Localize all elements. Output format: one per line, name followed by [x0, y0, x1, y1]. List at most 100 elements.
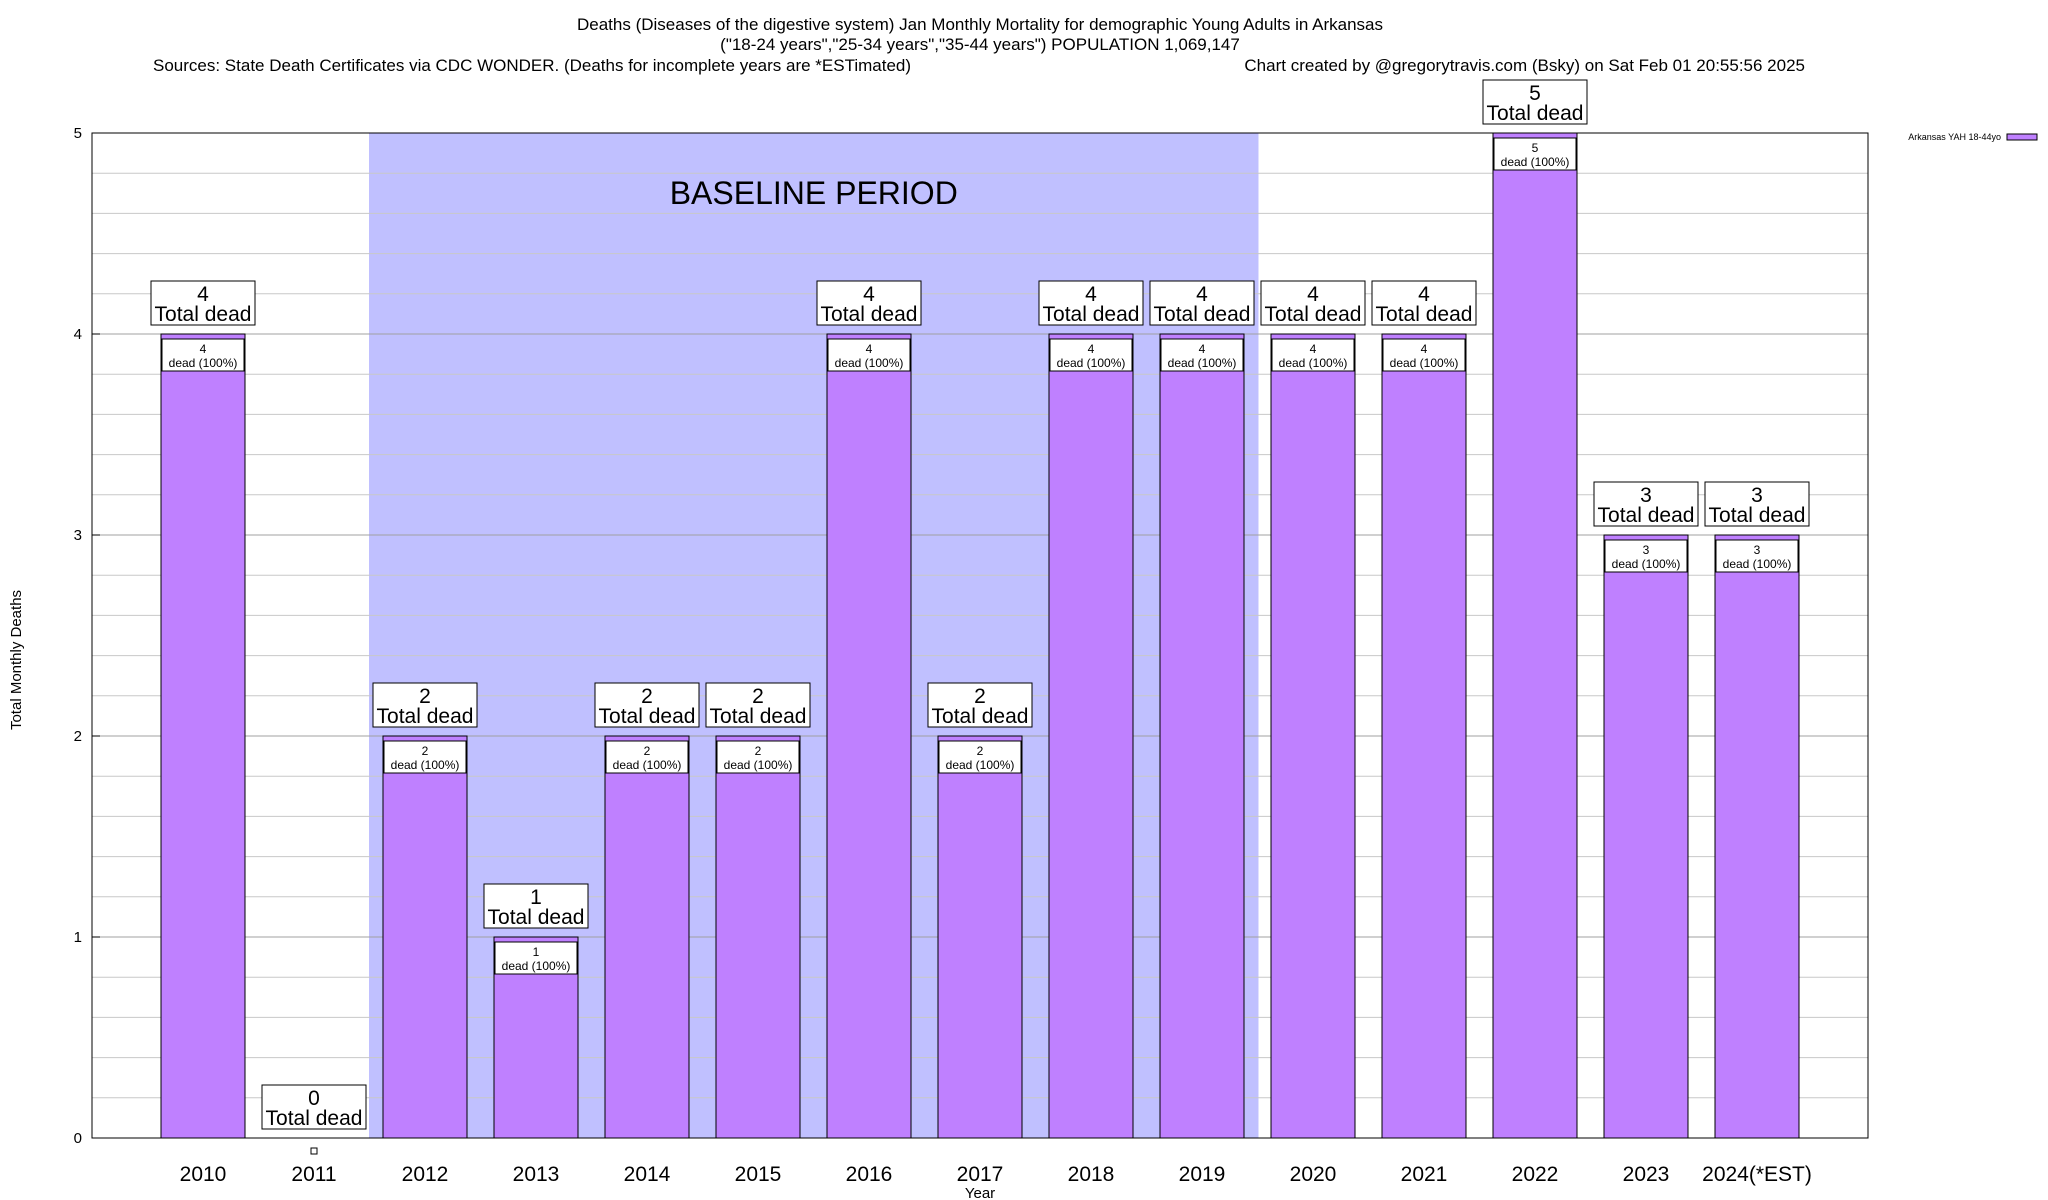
- total-label-text: Total dead: [155, 303, 252, 326]
- total-label-text: Total dead: [1043, 303, 1140, 326]
- total-label-value: 5: [1529, 82, 1541, 105]
- bar-inner-label-box: [827, 338, 911, 372]
- bar-inner-label-box: [1715, 539, 1799, 573]
- bar-2010: [160, 333, 246, 1139]
- x-tick-label-2022: 2022: [1512, 1163, 1559, 1186]
- total-label-box: [1593, 481, 1699, 527]
- bar-2014: [604, 735, 690, 1139]
- bar-inner-percent: dead (100%): [1723, 557, 1792, 571]
- bar-inner-label-box: [494, 941, 578, 975]
- legend-swatch: [2006, 133, 2038, 141]
- legend-label: Arkansas YAH 18-44yo: [1908, 132, 2001, 142]
- x-tick-label-2017: 2017: [957, 1163, 1004, 1186]
- total-label-text: Total dead: [710, 705, 807, 728]
- total-label-value: 3: [1751, 484, 1763, 507]
- x-tick-label-2014: 2014: [624, 1163, 671, 1186]
- baseline-period-label: BASELINE PERIOD: [670, 175, 958, 211]
- bar-2016: [826, 333, 912, 1139]
- bar-inner-percent: dead (100%): [946, 758, 1015, 772]
- bar-inner-value: 4: [1310, 342, 1317, 356]
- x-tick-label-2015: 2015: [735, 1163, 782, 1186]
- bar-inner-value: 5: [1532, 141, 1539, 155]
- bar-2018: [1048, 333, 1134, 1139]
- bar-2011-zero-marker: [310, 1147, 318, 1155]
- total-label-text: Total dead: [599, 705, 696, 728]
- total-label-box: [1371, 280, 1477, 326]
- total-label-text: Total dead: [821, 303, 918, 326]
- total-label-text: Total dead: [1487, 102, 1584, 125]
- bar-inner-percent: dead (100%): [169, 356, 238, 370]
- x-tick-label-2013: 2013: [513, 1163, 560, 1186]
- total-label-value: 4: [1418, 283, 1430, 306]
- legend: Arkansas YAH 18-44yo: [1908, 132, 2038, 142]
- bar-inner-value: 2: [755, 744, 762, 758]
- bar-inner-label-box: [1160, 338, 1244, 372]
- total-label-value: 2: [641, 685, 653, 708]
- chart-sources-line: Sources: State Death Certificates via CD…: [153, 56, 911, 75]
- total-label-value: 2: [974, 685, 986, 708]
- bar-inner-value: 4: [866, 342, 873, 356]
- y-tick-label: 2: [74, 728, 82, 745]
- total-label-box: [1482, 79, 1588, 125]
- y-axis-label: Total Monthly Deaths: [8, 590, 25, 730]
- x-tick-label-2021: 2021: [1401, 1163, 1448, 1186]
- total-label-value: 4: [863, 283, 875, 306]
- bar-inner-percent: dead (100%): [1168, 356, 1237, 370]
- x-tick-label-2010: 2010: [180, 1163, 227, 1186]
- chart-title-line-2: ("18-24 years","25-34 years","35-44 year…: [720, 35, 1240, 54]
- total-label-box: [372, 682, 478, 728]
- bar-inner-value: 3: [1643, 543, 1650, 557]
- bar-inner-value: 4: [1088, 342, 1095, 356]
- total-label-value: 1: [530, 886, 542, 909]
- y-tick-label: 4: [74, 326, 82, 343]
- x-tick-label-2023: 2023: [1623, 1163, 1670, 1186]
- y-tick-label: 3: [74, 527, 82, 544]
- bar-inner-percent: dead (100%): [1501, 155, 1570, 169]
- total-label-text: Total dead: [488, 906, 585, 929]
- bar-inner-label-box: [161, 338, 245, 372]
- total-label-value: 2: [419, 685, 431, 708]
- bar-2022: [1492, 132, 1578, 1139]
- total-label-value: 3: [1640, 484, 1652, 507]
- y-tick-label: 0: [74, 1130, 82, 1147]
- bar-inner-percent: dead (100%): [1612, 557, 1681, 571]
- total-label-value: 4: [1085, 283, 1097, 306]
- plot-border: [91, 132, 1869, 1139]
- bar-inner-label-box: [938, 740, 1022, 774]
- total-label-text: Total dead: [1709, 504, 1806, 527]
- y-tick-label: 5: [74, 125, 82, 142]
- total-label-text: Total dead: [1598, 504, 1695, 527]
- bar-inner-percent: dead (100%): [724, 758, 793, 772]
- total-label-box: [927, 682, 1033, 728]
- total-label-value: 4: [1196, 283, 1208, 306]
- bar-inner-label-box: [1604, 539, 1688, 573]
- x-tick-label-2012: 2012: [402, 1163, 449, 1186]
- x-tick-label-2020: 2020: [1290, 1163, 1337, 1186]
- x-tick-label-2016: 2016: [846, 1163, 893, 1186]
- bar-inner-label-box: [1049, 338, 1133, 372]
- bar-inner-percent: dead (100%): [1390, 356, 1459, 370]
- x-tick-label-2019: 2019: [1179, 1163, 1226, 1186]
- bar-inner-value: 1: [533, 945, 540, 959]
- total-label-value: 0: [308, 1087, 320, 1110]
- bar-inner-value: 2: [644, 744, 651, 758]
- bar-inner-label-box: [1382, 338, 1466, 372]
- total-label-text: Total dead: [1376, 303, 1473, 326]
- bar-inner-value: 4: [200, 342, 207, 356]
- total-label-value: 4: [1307, 283, 1319, 306]
- bar-2012: [382, 735, 468, 1139]
- y-tick-label: 1: [74, 929, 82, 946]
- bar-2017: [937, 735, 1023, 1139]
- bar-inner-value: 4: [1421, 342, 1428, 356]
- total-label-text: Total dead: [1265, 303, 1362, 326]
- x-axis-label: Year: [965, 1185, 995, 1200]
- bar-2015: [715, 735, 801, 1139]
- bar-inner-percent: dead (100%): [1279, 356, 1348, 370]
- bar-inner-percent: dead (100%): [1057, 356, 1126, 370]
- bar-2019: [1159, 333, 1245, 1139]
- total-label-box: [261, 1084, 367, 1130]
- bar-inner-label-box: [1493, 137, 1577, 171]
- bar-2020: [1270, 333, 1356, 1139]
